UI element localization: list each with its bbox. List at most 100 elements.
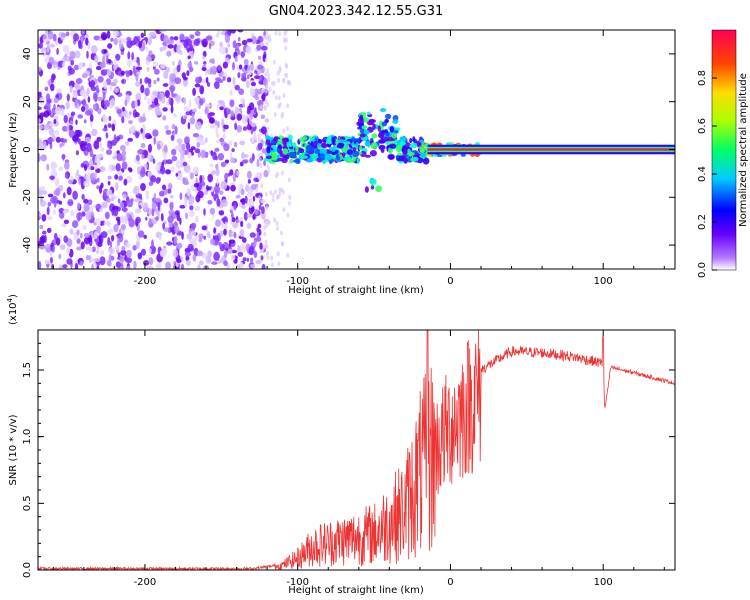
heatmap-cell (171, 148, 177, 156)
heatmap-cell (75, 119, 78, 125)
heatmap-cell (201, 67, 207, 71)
heatmap-cell (171, 155, 178, 162)
heatmap-cell (409, 137, 413, 144)
heatmap-cell (447, 142, 452, 146)
y-tick-label: 1.0 (22, 429, 33, 445)
heatmap-cell (50, 242, 53, 252)
heatmap-cell (247, 74, 250, 80)
heatmap-cell (272, 59, 276, 65)
heatmap-cell (171, 124, 176, 130)
heatmap-cell (204, 190, 209, 195)
heatmap-cell (211, 65, 217, 75)
heatmap-cell (76, 169, 79, 177)
heatmap-cell (52, 60, 58, 69)
heatmap-cell (359, 128, 365, 134)
heatmap-cell (45, 102, 51, 110)
heatmap-cell (43, 124, 50, 131)
y-tick-label: 20 (22, 95, 33, 108)
heatmap-cell (227, 77, 232, 83)
heatmap-cell (246, 38, 253, 43)
heatmap-cell (185, 111, 191, 116)
heatmap-cell (189, 66, 194, 73)
heatmap-cell (72, 190, 78, 200)
heatmap-cell (208, 117, 215, 124)
heatmap-cell (246, 222, 252, 229)
heatmap-cell (105, 149, 113, 155)
heatmap-cell (54, 177, 60, 187)
heatmap-cell (229, 205, 234, 211)
heatmap-cell (216, 177, 219, 185)
line-y-ticks: 0.0 0.5 1.0 1.5 (22, 342, 675, 578)
heatmap-cell (394, 139, 398, 146)
heatmap-cell (38, 153, 41, 162)
heatmap-cell (76, 229, 80, 236)
heatmap-cell (474, 153, 480, 157)
heatmap-cell (49, 257, 53, 264)
heatmap-cell (199, 175, 203, 184)
heatmap-cell (69, 85, 73, 93)
heatmap-cell (120, 70, 125, 76)
heatmap-cell (380, 147, 385, 153)
heatmap-cell (126, 39, 133, 49)
heatmap-cell (286, 103, 290, 109)
heatmap-cell (403, 149, 407, 155)
heatmap-cell (379, 108, 387, 112)
heatmap-cell (48, 127, 55, 136)
heatmap-cell (112, 155, 116, 160)
heatmap-cell (145, 190, 150, 200)
heatmap-cell (83, 237, 91, 245)
heatmap-cell (228, 230, 234, 238)
heatmap-cell (100, 99, 105, 109)
heatmap-cell (81, 194, 85, 200)
heatmap-cell (261, 263, 266, 269)
heatmap-cell (166, 159, 173, 165)
chart-title: GN04.2023.342.12.55.G31 (269, 4, 444, 19)
heatmap-cell (163, 188, 168, 196)
heatmap-cell (152, 91, 159, 96)
heatmap-cell (364, 186, 369, 193)
heatmap-cell (49, 175, 55, 180)
heatmap-cell (107, 123, 112, 128)
heatmap-cell (254, 95, 260, 101)
heatmap-cell (102, 116, 108, 123)
heatmap-cell (90, 86, 97, 92)
heatmap-cell (69, 228, 74, 235)
heatmap-cell (137, 149, 144, 155)
heatmap-cell (257, 142, 263, 150)
heatmap-cell (158, 191, 165, 197)
heatmap-cell (336, 142, 344, 149)
heatmap-y-axis-label: Frequency (Hz) (8, 112, 19, 188)
heatmap-cell (138, 40, 143, 49)
heatmap-cell (233, 141, 238, 148)
heatmap-cell (40, 235, 46, 244)
heatmap-cell (38, 118, 41, 123)
heatmap-cell (224, 221, 228, 230)
heatmap-cell (160, 63, 166, 69)
heatmap-cell (194, 96, 200, 104)
heatmap-cell (184, 198, 188, 208)
heatmap-cell (264, 99, 268, 105)
heatmap-cell (264, 57, 268, 63)
heatmap-cell (42, 140, 47, 149)
heatmap-cell (228, 248, 233, 253)
heatmap-cell (113, 64, 118, 71)
heatmap-cell (265, 139, 271, 145)
heatmap-cell (133, 65, 136, 74)
heatmap-cell (197, 190, 204, 199)
heatmap-cell (166, 241, 173, 246)
heatmap-cell (111, 123, 116, 132)
heatmap-cell (186, 187, 192, 197)
heatmap-cell (270, 262, 274, 268)
heatmap-cell (239, 140, 246, 146)
colorbar: 0.0 0.2 0.4 0.6 0.8 Normalized spectral ampl… (697, 29, 749, 278)
heatmap-cell (113, 78, 118, 84)
heatmap-cell (230, 184, 236, 192)
heatmap-cell (246, 109, 251, 115)
heatmap-cell (314, 149, 322, 155)
line-multiplier: (x104) (6, 294, 19, 325)
heatmap-cell (126, 249, 132, 259)
heatmap-cell (407, 152, 415, 156)
heatmap-cell (213, 227, 217, 234)
heatmap-cell (115, 261, 122, 268)
heatmap-cell (346, 149, 354, 156)
